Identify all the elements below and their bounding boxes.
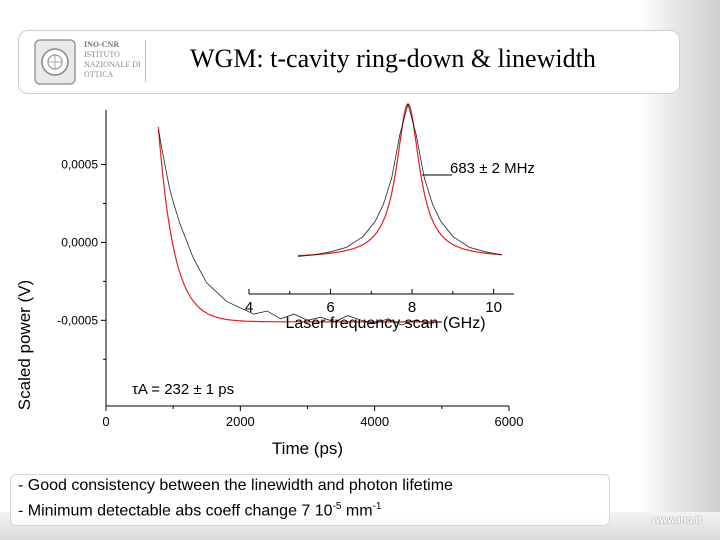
- x-tick-label: 0: [102, 414, 109, 429]
- note-consistency: - Good consistency between the linewidth…: [18, 477, 453, 494]
- inset-x-tick-label: 4: [245, 299, 253, 316]
- note-abs-coeff: - Minimum detectable abs coeff change 7 …: [18, 501, 381, 520]
- x-tick-label: 6000: [495, 414, 524, 429]
- institute-line: INO-CNR: [84, 40, 120, 49]
- y-axis-title: Scaled power (V): [15, 280, 34, 410]
- ring-down-annotation: τA = 232 ± 1 ps: [132, 381, 234, 398]
- x-axis-title: Time (ps): [272, 439, 343, 458]
- institute-line: NAZIONALE DI: [84, 60, 141, 69]
- ino-logo-icon: [34, 39, 76, 85]
- inset-x-tick-label: 6: [326, 299, 334, 316]
- inset-x-axis-title: Laser frequency scan (GHz): [285, 315, 485, 332]
- linewidth-fit-line: [297, 103, 502, 257]
- institute-line: OTTICA: [84, 70, 114, 79]
- y-tick-label: 0,0000: [61, 235, 98, 249]
- ring-down-data-line: [158, 130, 442, 326]
- linewidth-data-line: [297, 102, 502, 257]
- y-tick-label: -0,0005: [57, 313, 98, 327]
- slide-title: WGM: t-cavity ring-down & linewidth: [190, 44, 596, 73]
- ring-down-fit-line: [157, 127, 442, 323]
- institute-name: INO-CNR ISTITUTO NAZIONALE DI OTTICA: [84, 40, 141, 80]
- logo-divider: [145, 40, 146, 82]
- institute-line: ISTITUTO: [84, 50, 120, 59]
- y-tick-label: 0,0005: [61, 158, 98, 172]
- website-url: www.ino.it: [652, 515, 702, 526]
- notes-box: [10, 474, 610, 526]
- note-abs-coeff-unit-exp: -1: [372, 501, 382, 512]
- note-abs-coeff-exp: -5: [332, 501, 342, 512]
- x-tick-label: 4000: [360, 414, 389, 429]
- inset-x-tick-label: 8: [408, 299, 416, 316]
- inset-x-tick-label: 10: [485, 299, 502, 316]
- linewidth-annotation: 683 ± 2 MHz: [450, 160, 535, 177]
- note-abs-coeff-text: - Minimum detectable abs coeff change 7 …: [18, 502, 333, 520]
- x-tick-label: 2000: [226, 414, 255, 429]
- header-box: [18, 30, 680, 94]
- note-abs-coeff-unit: mm: [341, 502, 373, 520]
